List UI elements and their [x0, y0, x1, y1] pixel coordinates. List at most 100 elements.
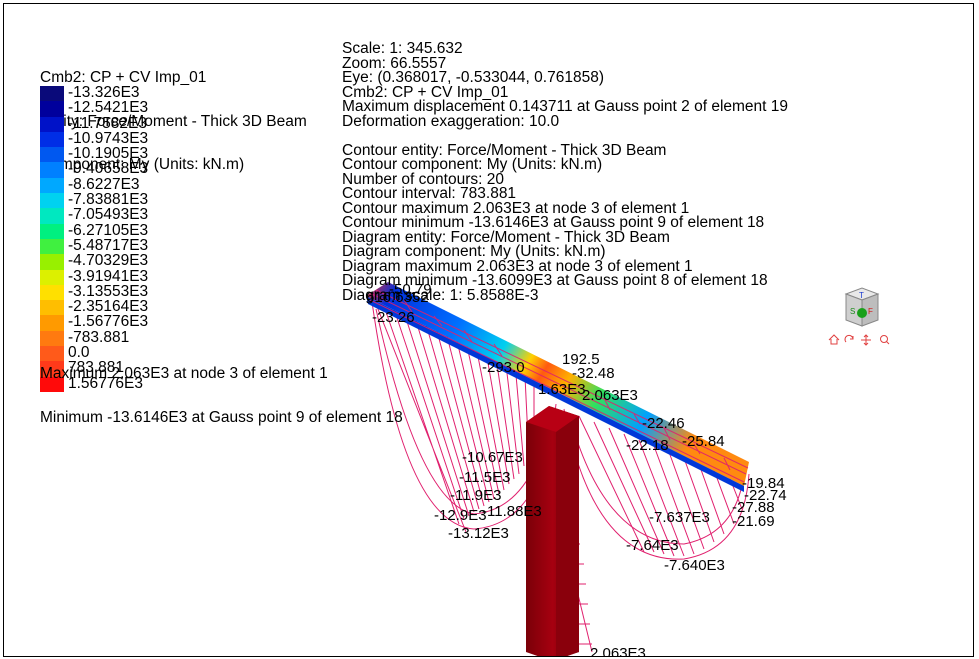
viewport-label: -22.18	[626, 437, 669, 454]
info-line: Contour interval: 783.881	[342, 185, 517, 202]
info-line: Contour maximum 2.063E3 at node 3 of ele…	[342, 199, 690, 217]
cube-front-label: F	[868, 307, 873, 316]
legend-value: -3.13553E3	[68, 282, 149, 300]
legend-swatch	[40, 284, 64, 301]
viewport-label: -7.64E3	[626, 537, 679, 554]
viewport-label: 192.5	[562, 351, 600, 368]
rotate-icon[interactable]	[844, 334, 854, 343]
legend-swatch	[40, 147, 64, 163]
viewport-label: 1.63E3	[538, 381, 586, 398]
view-navigator[interactable]: T S F	[826, 286, 906, 356]
viewport-label: 616.6352	[366, 289, 429, 306]
viewport-label: -22.74	[744, 487, 787, 504]
viewport-label: 2.063E3	[590, 645, 646, 657]
viewport-label: -7.637E3	[649, 509, 710, 526]
legend-value: -7.83881E3	[68, 191, 149, 209]
cube-side-label: S	[850, 307, 855, 316]
legend-swatch	[40, 131, 64, 148]
info-line: Zoom: 66.5557	[342, 54, 447, 72]
legend-value: -11.7582E3	[68, 114, 147, 132]
pan-icon[interactable]	[861, 334, 871, 346]
info-line: Eye: (0.368017, -0.533044, 0.761858)	[342, 69, 604, 86]
legend-case: Cmb2: CP + CV Imp_01	[40, 69, 207, 86]
legend-swatch	[40, 162, 64, 178]
viewport-label: -13.12E3	[448, 525, 509, 542]
legend-swatch	[40, 177, 64, 194]
beam-element	[366, 282, 749, 492]
viewport-label: -32.48	[572, 365, 615, 382]
legend-value: -10.9743E3	[68, 129, 149, 147]
info-line: Deformation exaggeration: 10.0	[342, 112, 560, 130]
legend-swatch	[40, 361, 64, 377]
viewport-label: 2.063E3	[582, 387, 638, 404]
legend-maximum: Maximum 2.063E3 at node 3 of element 1	[40, 365, 328, 382]
legend-extremes: Maximum 2.063E3 at node 3 of element 1 M…	[40, 338, 403, 454]
legend-swatch	[40, 330, 64, 347]
legend-value: -783.881	[68, 328, 130, 346]
viewport-label: -11.88E3	[482, 503, 542, 520]
viewport-label: -23.26	[372, 309, 415, 326]
legend-value: -3.91941E3	[68, 267, 149, 285]
viewport-label: -50.79	[389, 281, 432, 298]
legend-value: -10.1905E3	[68, 145, 149, 163]
legend-value: -2.35164E3	[68, 298, 149, 316]
info-line: Diagram scale: 1: 5.8588E-3	[342, 286, 539, 304]
legend-swatch	[40, 101, 64, 117]
viewport-label: -11.9E3	[450, 487, 501, 504]
viewport-label: -21.69	[732, 513, 775, 530]
legend-value: -5.48717E3	[68, 236, 149, 254]
viewport-label: -12.9E3	[434, 507, 487, 524]
info-line: Diagram component: My (Units: kN.m)	[342, 243, 606, 260]
info-line: Contour entity: Force/Moment - Thick 3D …	[342, 141, 667, 159]
zoom-icon[interactable]	[880, 335, 890, 345]
legend-swatch	[40, 193, 64, 209]
info-line: Diagram minimum -13.6099E3 at Gauss poin…	[342, 272, 768, 289]
info-line: Diagram maximum 2.063E3 at node 3 of ele…	[342, 257, 693, 275]
viewport-label: -11.5E3	[459, 469, 510, 486]
info-line: Contour component: My (Units: kN.m)	[342, 156, 603, 173]
legend-value: -8.6227E3	[68, 175, 140, 193]
legend-value: -4.70329E3	[68, 252, 149, 270]
legend-swatch	[40, 346, 64, 362]
legend-value: -9.40658E3	[68, 160, 149, 178]
legend-swatch	[40, 315, 64, 331]
legend-value: -7.05493E3	[68, 206, 149, 224]
legend-value: -6.27105E3	[68, 221, 149, 239]
viewport-label: -25.84	[682, 433, 725, 450]
home-icon[interactable]	[828, 334, 840, 345]
legend-swatch	[40, 86, 64, 102]
info-line: Contour minimum -13.6146E3 at Gauss poin…	[342, 214, 765, 231]
legend-value: 1.56776E3	[68, 374, 143, 392]
legend-swatch	[40, 300, 64, 316]
legend-minimum: Minimum -13.6146E3 at Gauss point 9 of e…	[40, 408, 403, 426]
info-line: Maximum displacement 0.143711 at Gauss p…	[342, 98, 789, 115]
legend-value: -1.56776E3	[68, 313, 149, 331]
legend-value: 783.881	[68, 359, 125, 377]
viewport-label: -7.640E3	[664, 557, 725, 574]
info-line: Cmb2: CP + CV Imp_01	[342, 83, 509, 101]
legend-swatch	[40, 116, 64, 132]
info-line: Scale: 1: 345.632	[342, 40, 463, 57]
viewport-label: -293.0	[482, 359, 525, 376]
info-line: Number of contours: 20	[342, 170, 504, 188]
legend-swatch	[40, 208, 64, 224]
view-cube-icon[interactable]: T S F	[844, 287, 880, 327]
moment-diagram-right	[563, 408, 750, 560]
viewport-label: -10.67E3	[462, 449, 523, 466]
info-line: Diagram entity: Force/Moment - Thick 3D …	[342, 228, 670, 246]
viewport-label: -27.88	[732, 499, 775, 516]
legend-value: 0.0	[68, 344, 90, 362]
legend-swatch	[40, 238, 64, 255]
legend-swatch	[40, 269, 64, 285]
legend-value: -13.326E3	[68, 84, 140, 101]
column-element	[526, 406, 579, 656]
viewport-label: -22.46	[642, 415, 685, 432]
view-info-panel: Scale: 1: 345.632 Zoom: 66.5557 Eye: (0.36…	[342, 40, 789, 304]
legend-swatch	[40, 376, 64, 392]
legend-swatch	[40, 254, 64, 270]
legend-value: -12.5421E3	[68, 99, 149, 117]
model-viewport[interactable]: -50.79 616.6352 -23.26 -293.0 192.5 -32.…	[4, 4, 974, 657]
viewport-label: -19.84	[742, 475, 785, 492]
cube-top-label: T	[859, 291, 864, 300]
viewport-frame[interactable]: -50.79 616.6352 -23.26 -293.0 192.5 -32.…	[3, 3, 974, 657]
